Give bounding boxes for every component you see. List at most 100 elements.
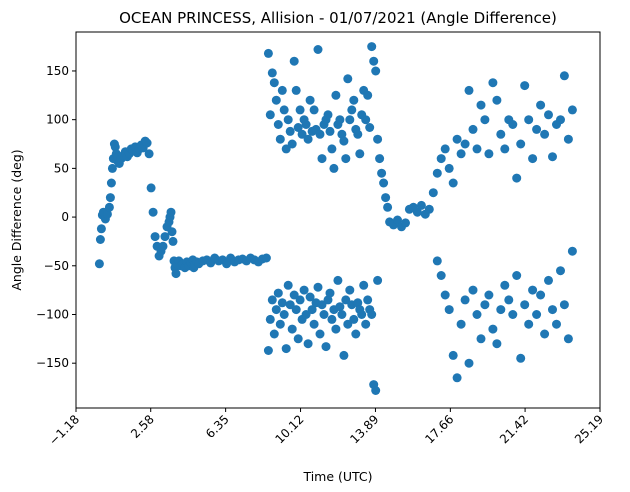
data-point	[273, 288, 283, 298]
data-point	[353, 129, 363, 139]
x-tick-label: 6.35	[203, 412, 232, 441]
data-point	[349, 314, 359, 324]
data-point	[508, 310, 518, 319]
data-point	[367, 42, 377, 52]
data-point	[271, 305, 281, 315]
x-tick-label: 10.12	[272, 412, 306, 446]
data-point	[323, 295, 333, 305]
data-point	[291, 85, 301, 95]
data-point	[444, 163, 454, 173]
data-point	[448, 350, 458, 360]
data-point	[500, 280, 510, 290]
data-point	[142, 138, 152, 148]
data-point	[416, 200, 426, 210]
data-point	[317, 154, 327, 164]
data-point	[339, 350, 349, 360]
y-tick-label: 50	[54, 161, 69, 175]
data-point	[512, 173, 522, 183]
data-point	[307, 305, 317, 315]
data-point	[524, 319, 534, 329]
data-point	[544, 110, 553, 120]
data-point	[263, 346, 273, 355]
data-point	[287, 139, 297, 149]
data-point	[329, 163, 339, 173]
data-point	[95, 235, 105, 244]
chart-title: OCEAN PRINCESS, Allision - 01/07/2021 (A…	[119, 9, 557, 27]
data-point	[273, 120, 283, 129]
data-point	[440, 144, 450, 154]
data-point	[309, 319, 319, 329]
data-point	[331, 324, 341, 334]
data-point	[375, 154, 385, 164]
data-point	[265, 314, 275, 324]
data-point	[287, 324, 297, 334]
data-point	[468, 124, 478, 134]
data-point	[532, 310, 542, 319]
data-point	[275, 134, 285, 144]
data-point	[432, 256, 442, 266]
data-point	[401, 218, 410, 228]
data-point	[160, 232, 170, 242]
data-point	[548, 152, 557, 162]
data-point	[488, 78, 498, 88]
data-point	[146, 183, 156, 193]
data-point	[480, 115, 490, 125]
data-point	[563, 334, 573, 344]
data-point	[309, 105, 319, 115]
data-point	[377, 168, 387, 178]
data-point	[361, 319, 371, 329]
data-point	[105, 193, 115, 203]
data-point	[341, 295, 351, 305]
data-point	[168, 236, 178, 246]
data-point	[271, 95, 281, 105]
data-point	[363, 295, 373, 305]
data-point	[283, 280, 293, 290]
data-point	[144, 149, 154, 159]
y-tick-label: −150	[36, 356, 69, 370]
data-point	[432, 168, 442, 178]
data-point	[484, 149, 494, 159]
data-point	[448, 178, 458, 188]
data-point	[96, 224, 106, 234]
data-point	[512, 271, 522, 280]
x-tick-label: 13.89	[347, 412, 381, 446]
data-point	[293, 123, 303, 132]
data-point	[335, 302, 345, 312]
data-point	[476, 100, 486, 110]
data-point	[540, 129, 550, 139]
y-tick-label: 0	[61, 210, 69, 224]
data-point	[567, 246, 577, 256]
data-point	[283, 115, 293, 125]
data-point	[371, 386, 381, 395]
data-point	[367, 310, 377, 319]
data-point	[528, 285, 538, 295]
data-point	[167, 227, 177, 237]
data-point	[349, 95, 359, 105]
data-point	[327, 144, 337, 154]
data-point	[325, 288, 335, 298]
x-tick-label: 17.66	[422, 412, 456, 446]
data-point	[289, 290, 299, 300]
data-point	[496, 129, 506, 139]
data-point	[323, 110, 333, 120]
data-point	[295, 105, 305, 115]
data-point	[275, 319, 285, 329]
data-point	[516, 353, 526, 363]
data-point	[536, 290, 546, 300]
data-point	[365, 123, 375, 132]
data-point	[317, 300, 327, 310]
data-point	[361, 115, 371, 125]
data-point	[492, 339, 502, 349]
data-point	[508, 120, 518, 129]
data-point	[102, 209, 112, 219]
data-point	[444, 305, 454, 315]
data-point	[279, 105, 289, 115]
data-point	[327, 314, 337, 324]
data-point	[379, 178, 389, 188]
data-point	[556, 266, 565, 276]
plot-frame	[75, 31, 601, 409]
data-point	[339, 136, 349, 146]
data-point	[313, 282, 323, 292]
data-point	[279, 310, 289, 319]
